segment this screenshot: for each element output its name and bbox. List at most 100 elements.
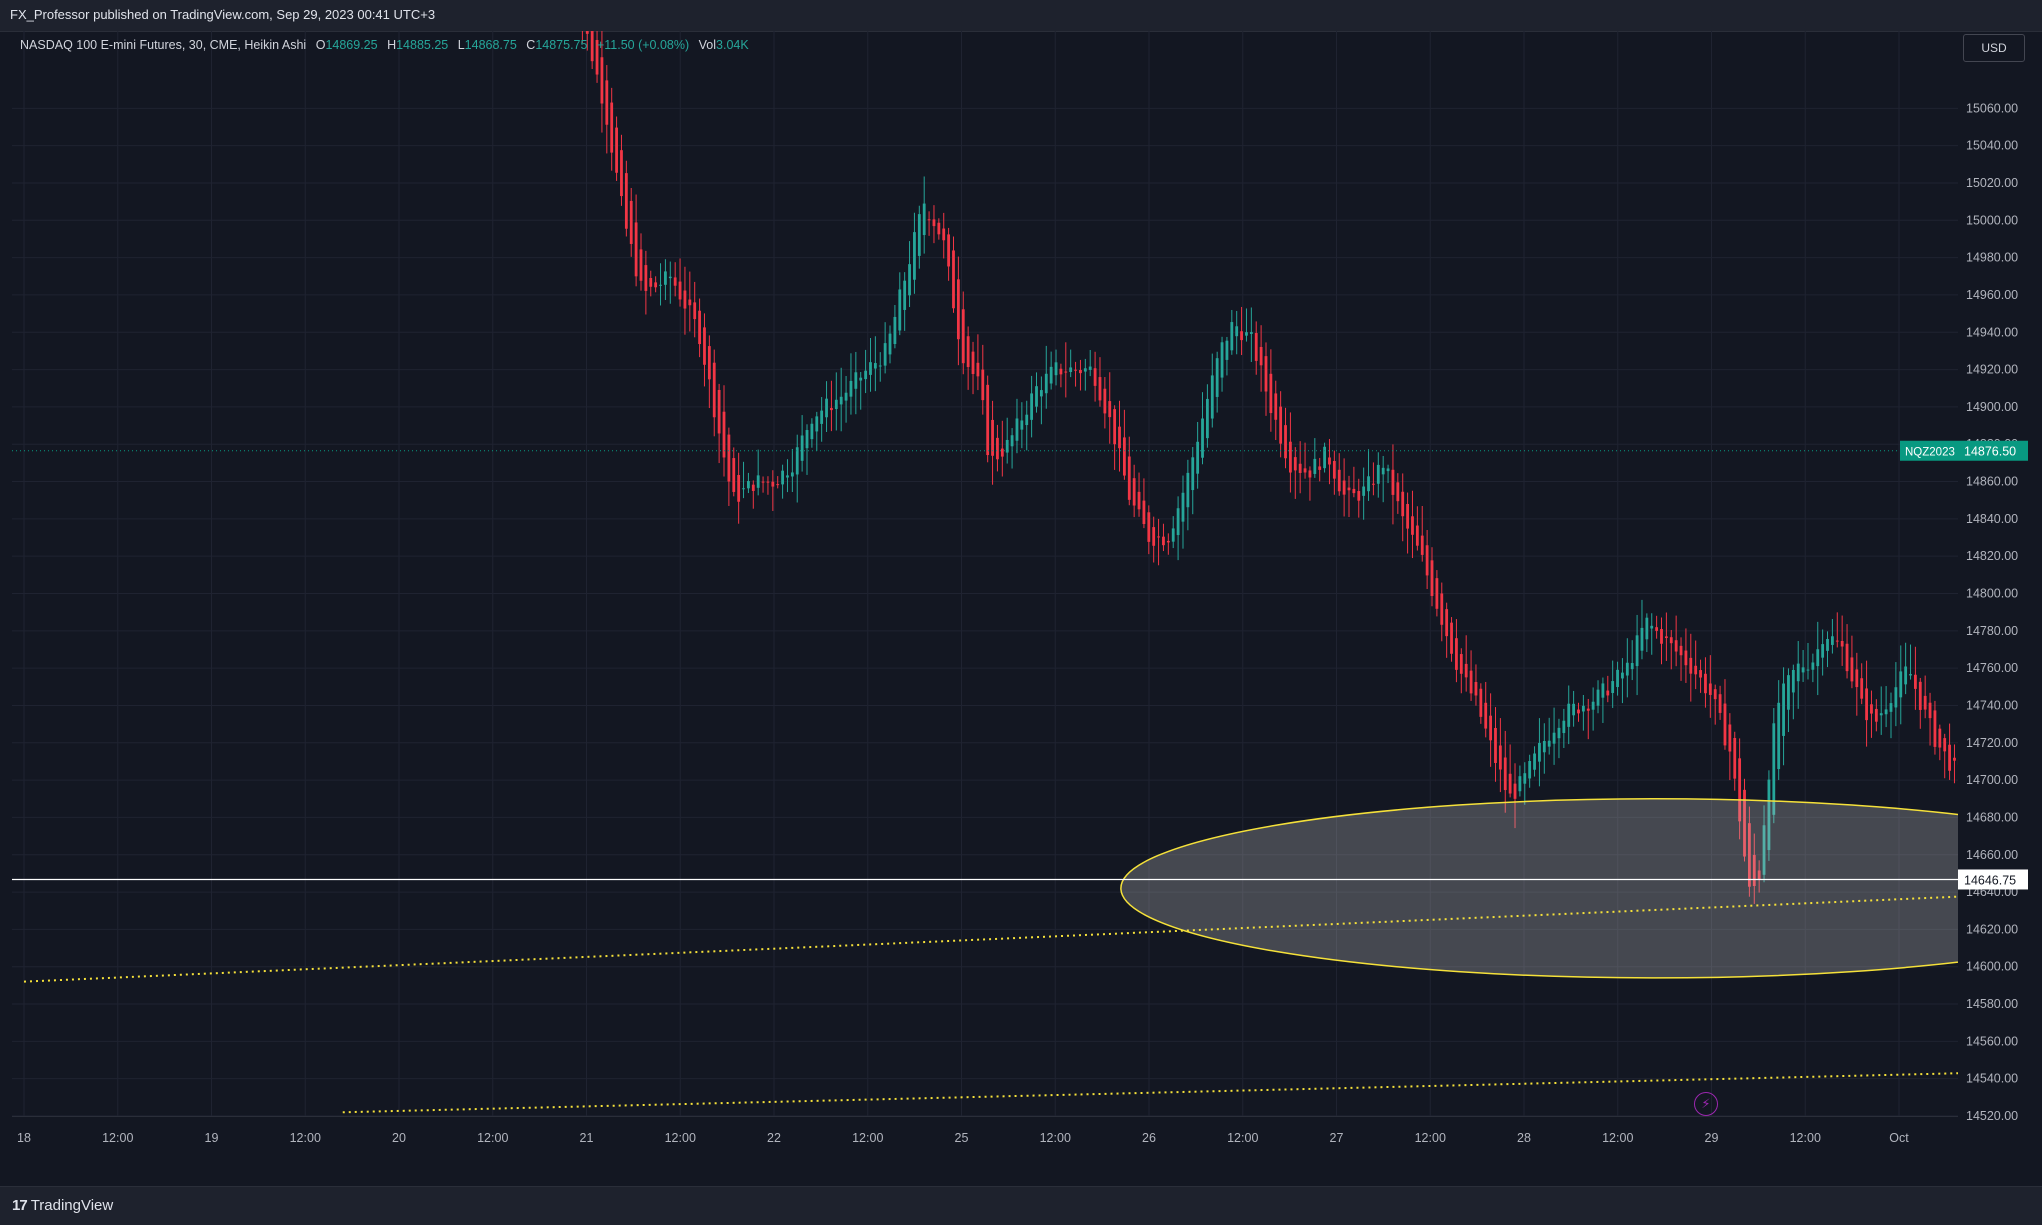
candle bbox=[796, 435, 799, 503]
candle-body bbox=[1435, 578, 1438, 609]
candle bbox=[1641, 600, 1644, 659]
legend-symbol[interactable]: NASDAQ 100 E-mini Futures, 30, CME, Heik… bbox=[20, 38, 306, 52]
candle-body bbox=[1362, 487, 1365, 496]
candle bbox=[1831, 619, 1834, 654]
candle-body bbox=[986, 385, 989, 455]
candle-body bbox=[1538, 743, 1541, 762]
candle-body bbox=[1807, 670, 1810, 671]
candle-body bbox=[1118, 427, 1121, 449]
candle-body bbox=[1274, 393, 1277, 419]
candle bbox=[918, 206, 921, 269]
candle-body bbox=[1553, 733, 1556, 744]
candle-body bbox=[845, 393, 848, 401]
candle bbox=[762, 477, 765, 493]
candle bbox=[1440, 583, 1443, 642]
candle-body bbox=[869, 362, 872, 375]
price-tick-label: 14720.00 bbox=[1966, 736, 2018, 750]
candle-body bbox=[1050, 367, 1053, 384]
candle-body bbox=[1606, 691, 1609, 696]
candle bbox=[674, 262, 677, 296]
candle bbox=[1084, 359, 1087, 391]
top-bar: FX_Professor published on TradingView.co… bbox=[0, 0, 2042, 32]
candle-body bbox=[1475, 682, 1478, 695]
candle-body bbox=[1411, 516, 1414, 535]
candle bbox=[1235, 311, 1238, 354]
price-tick-label: 14560.00 bbox=[1966, 1034, 2018, 1048]
candle bbox=[1680, 637, 1683, 681]
candle bbox=[957, 257, 960, 366]
candle bbox=[747, 473, 750, 493]
candle-body bbox=[786, 475, 789, 477]
candle-body bbox=[854, 372, 857, 389]
symbol-legend[interactable]: NASDAQ 100 E-mini Futures, 30, CME, Heik… bbox=[20, 38, 749, 52]
candle-body bbox=[1528, 761, 1531, 778]
candle-body bbox=[1504, 758, 1507, 791]
candle-body bbox=[957, 279, 960, 339]
price-tick-label: 14580.00 bbox=[1966, 997, 2018, 1011]
candle bbox=[1382, 456, 1385, 502]
candle-body bbox=[1470, 671, 1473, 694]
candle bbox=[1113, 405, 1116, 470]
legend-volume: 3.04K bbox=[716, 38, 749, 52]
candle-body bbox=[1211, 375, 1214, 418]
candle bbox=[1152, 517, 1155, 563]
candle-body bbox=[1138, 492, 1141, 509]
candle bbox=[1694, 641, 1697, 690]
candle-body bbox=[796, 447, 799, 474]
candle-body bbox=[698, 311, 701, 344]
candle bbox=[1787, 668, 1790, 732]
candle-body bbox=[708, 346, 711, 379]
price-tick-label: 15060.00 bbox=[1966, 101, 2018, 115]
candle bbox=[1894, 662, 1897, 726]
candle bbox=[688, 272, 691, 332]
candle bbox=[835, 372, 838, 430]
price-tick-label: 14620.00 bbox=[1966, 922, 2018, 936]
candle bbox=[903, 272, 906, 331]
candle bbox=[742, 462, 745, 498]
candlestick-series bbox=[566, 31, 1958, 904]
zone-ellipse[interactable] bbox=[1121, 799, 1958, 978]
candle-body bbox=[1626, 663, 1629, 676]
candle bbox=[1245, 308, 1248, 341]
candle-body bbox=[1367, 476, 1370, 491]
candle-body bbox=[879, 365, 882, 366]
candle bbox=[1284, 408, 1287, 468]
candle bbox=[767, 476, 770, 495]
candle bbox=[644, 251, 647, 315]
legend-low-label: L bbox=[458, 38, 465, 52]
candle-body bbox=[1343, 481, 1346, 495]
candle bbox=[1777, 680, 1780, 780]
price-tick-label: 14960.00 bbox=[1966, 288, 2018, 302]
candle-body bbox=[1191, 457, 1194, 490]
candle bbox=[1328, 439, 1331, 484]
candle-body bbox=[586, 31, 589, 34]
time-tick-label: 20 bbox=[392, 1131, 406, 1145]
candle bbox=[1953, 744, 1956, 783]
candle-body bbox=[859, 378, 862, 381]
candle-body bbox=[1929, 703, 1932, 718]
candle-body bbox=[1440, 593, 1443, 624]
candle bbox=[1699, 660, 1702, 693]
time-tick-label: 12:00 bbox=[1602, 1131, 1633, 1145]
candle bbox=[1807, 643, 1810, 679]
candle bbox=[1318, 458, 1321, 481]
candle-body bbox=[1255, 333, 1258, 361]
candle-body bbox=[1660, 629, 1663, 644]
price-axis[interactable]: 14520.0014540.0014560.0014580.0014600.00… bbox=[1958, 31, 2042, 1116]
candle-body bbox=[947, 234, 950, 266]
lightning-icon[interactable]: ⚡ bbox=[1694, 1092, 1718, 1116]
candle-body bbox=[1216, 358, 1219, 397]
candle-body bbox=[791, 472, 794, 476]
candle bbox=[1020, 402, 1023, 448]
time-tick-label: 18 bbox=[17, 1131, 31, 1145]
price-chart[interactable] bbox=[12, 31, 1958, 1116]
candle-body bbox=[1318, 466, 1321, 469]
candle bbox=[1494, 707, 1497, 782]
candle-body bbox=[1011, 435, 1014, 446]
candle-body bbox=[1055, 362, 1058, 375]
drawing-overlays[interactable] bbox=[12, 451, 1958, 1113]
candle-body bbox=[1899, 671, 1902, 697]
candle-body bbox=[981, 370, 984, 401]
